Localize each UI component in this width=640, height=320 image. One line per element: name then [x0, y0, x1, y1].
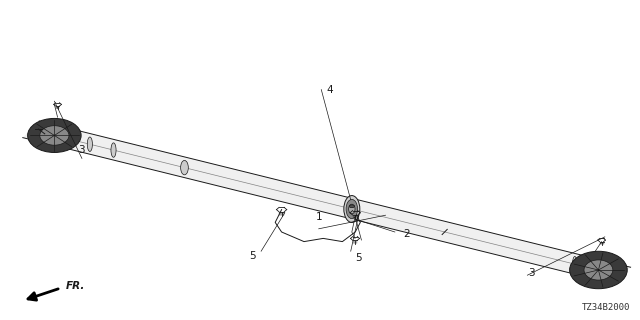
Ellipse shape	[570, 251, 627, 289]
Ellipse shape	[87, 137, 92, 151]
Text: 2: 2	[403, 228, 410, 239]
Ellipse shape	[346, 199, 358, 219]
Text: 5: 5	[355, 252, 362, 263]
Ellipse shape	[349, 204, 355, 214]
Ellipse shape	[344, 196, 360, 222]
Text: 3: 3	[79, 145, 85, 155]
Ellipse shape	[28, 118, 81, 152]
Ellipse shape	[584, 260, 589, 275]
Circle shape	[349, 205, 355, 208]
Text: 3: 3	[528, 268, 534, 278]
Text: TZ34B2000: TZ34B2000	[582, 303, 630, 312]
Circle shape	[349, 205, 355, 208]
Text: 5: 5	[250, 251, 256, 261]
Ellipse shape	[111, 143, 116, 157]
Text: FR.: FR.	[66, 281, 85, 292]
Ellipse shape	[573, 256, 577, 272]
Ellipse shape	[40, 126, 69, 145]
Text: 4: 4	[326, 84, 333, 95]
Polygon shape	[23, 121, 630, 284]
Ellipse shape	[584, 260, 613, 280]
Text: 1: 1	[316, 212, 322, 222]
Ellipse shape	[63, 130, 68, 147]
Ellipse shape	[180, 160, 188, 175]
